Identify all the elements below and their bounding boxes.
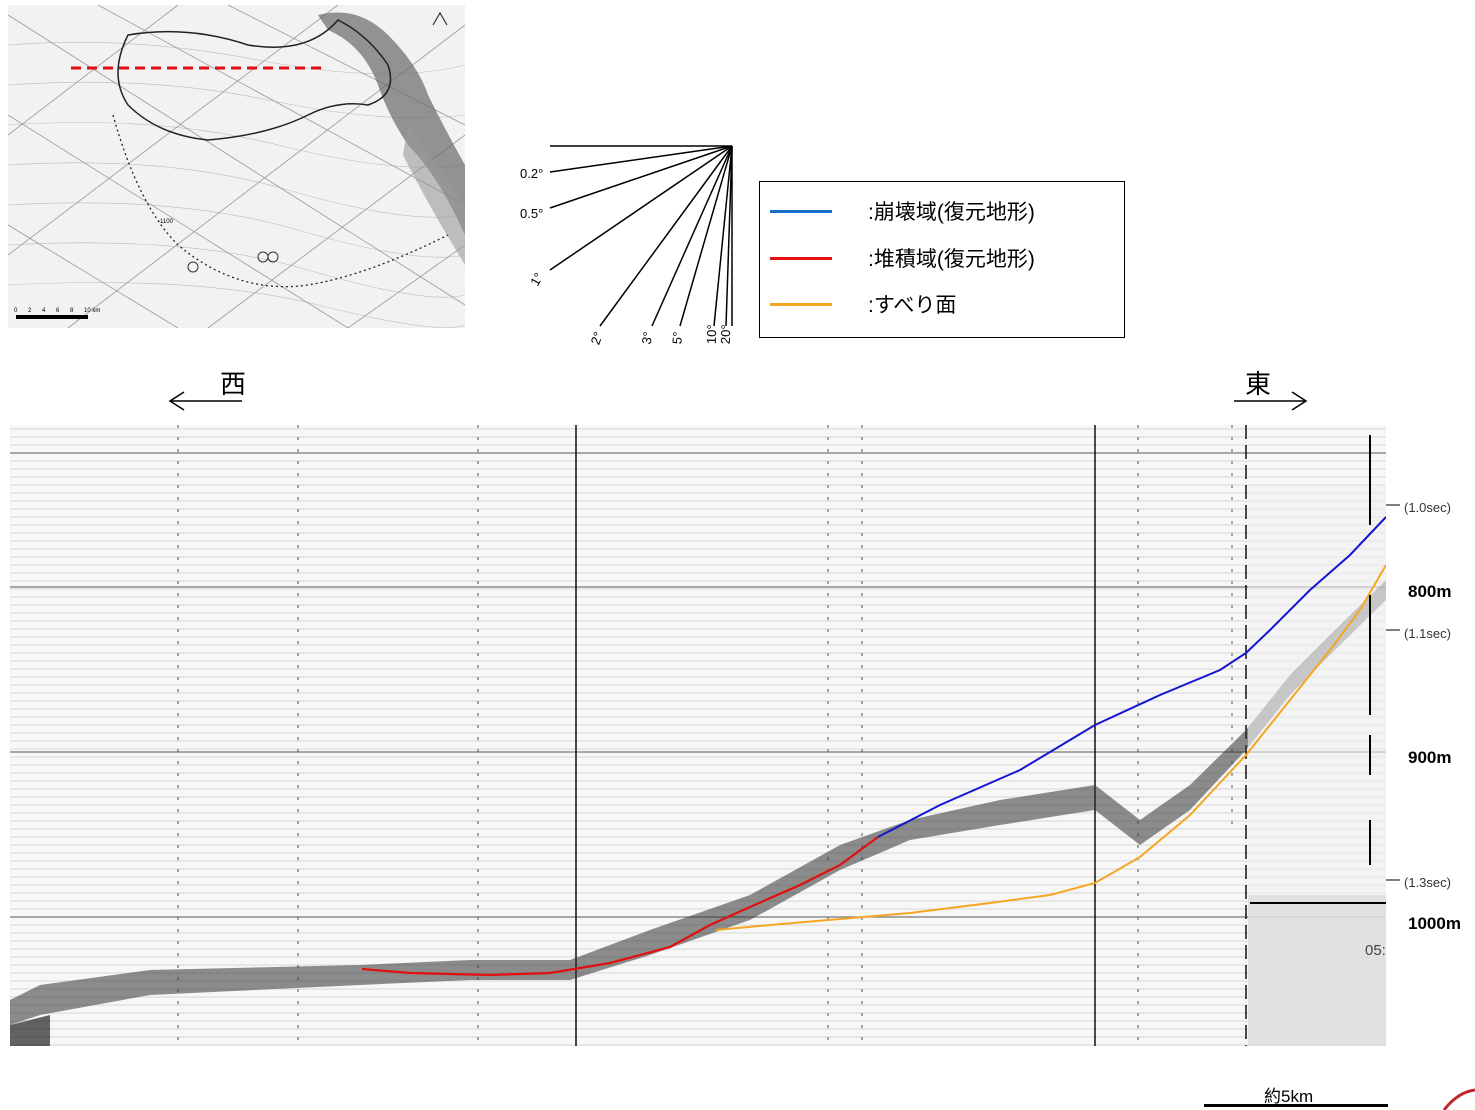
legend-label-slip: :すべり面 xyxy=(868,294,957,317)
east-label: 東 xyxy=(1245,369,1272,399)
slope-label-20: 20° xyxy=(718,324,734,344)
depth-900m: 900m xyxy=(1408,748,1452,767)
legend-item-collapse: :崩壊域(復元地形) xyxy=(770,196,1035,226)
slip-line xyxy=(715,564,1386,931)
map-contour-label: -1100 xyxy=(158,219,174,225)
legend-swatch-slip xyxy=(770,302,832,306)
right-axis-ticks xyxy=(1386,504,1400,881)
map-scale-2: 2 xyxy=(28,308,32,314)
slope-label-0-2: 0.2° xyxy=(520,166,543,181)
map-scale-4: 4 xyxy=(42,308,46,314)
seismic-profile xyxy=(10,425,1386,1046)
west-label: 西 xyxy=(220,369,247,399)
logo-mark-icon xyxy=(1442,1088,1475,1110)
east-arrow-icon xyxy=(1234,391,1308,411)
record-time-label: 05: xyxy=(1365,942,1386,959)
map-scale-8: 8 xyxy=(70,308,74,314)
scale-bar xyxy=(1204,1104,1388,1107)
collapse-line xyxy=(877,516,1386,838)
legend-label-collapse: :崩壊域(復元地形) xyxy=(868,201,1035,224)
legend-item-deposit: :堆積域(復元地形) xyxy=(770,243,1035,273)
slope-angle-fan: 0.2° 0.5° 1° 2° 3° 5° 10° 20° xyxy=(500,130,750,350)
time-mark-1-3: (1.3sec) xyxy=(1404,875,1451,890)
legend-swatch-collapse xyxy=(770,209,832,213)
legend: :崩壊域(復元地形) :堆積域(復元地形) :すべり面 xyxy=(759,181,1125,338)
depth-1000m: 1000m xyxy=(1408,914,1461,933)
bathymetric-map: 0 2 4 6 8 10 km -1100 xyxy=(8,5,465,328)
slope-label-0-5: 0.5° xyxy=(520,206,543,221)
west-arrow-icon xyxy=(168,391,242,411)
legend-swatch-deposit xyxy=(770,256,832,260)
map-scale-6: 6 xyxy=(56,308,60,314)
slope-label-2: 2° xyxy=(588,330,606,347)
slope-label-3: 3° xyxy=(639,331,656,346)
scale-bar-label: 約5km xyxy=(1264,1087,1314,1106)
depth-800m: 800m xyxy=(1408,582,1452,601)
slope-label-10: 10° xyxy=(704,324,720,344)
map-scale-10: 10 km xyxy=(84,308,100,314)
time-mark-1-1: (1.1sec) xyxy=(1404,626,1451,641)
slope-label-5: 5° xyxy=(669,331,685,345)
time-mark-1-0: (1.0sec) xyxy=(1404,500,1451,515)
legend-label-deposit: :堆積域(復元地形) xyxy=(868,248,1035,271)
map-scale-0: 0 xyxy=(14,308,18,314)
slope-label-1: 1° xyxy=(527,270,546,288)
deposit-line xyxy=(361,836,879,977)
legend-item-slip: :すべり面 xyxy=(770,289,956,319)
